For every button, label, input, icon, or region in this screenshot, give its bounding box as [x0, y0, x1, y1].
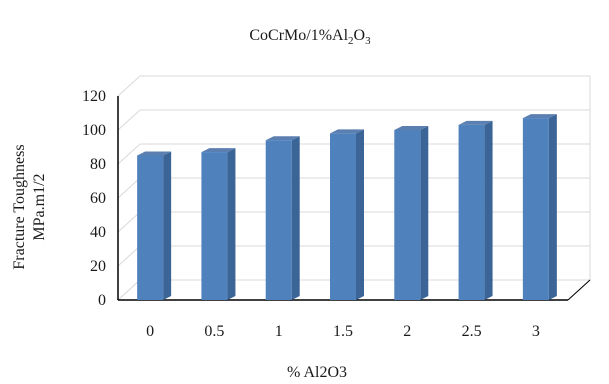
chart-title: CoCrMo/1%Al2O3	[249, 27, 371, 47]
gridline-side	[117, 75, 141, 97]
bar	[522, 114, 557, 300]
x-tick-label: 2	[403, 323, 411, 340]
y-tick-label: 120	[82, 88, 106, 105]
x-tick-label: 1	[275, 323, 283, 340]
bar-front	[522, 118, 549, 300]
x-tick-labels: 0 0.5 1 1.5 2 2.5 3	[146, 323, 540, 340]
bar-top	[522, 114, 557, 119]
x-tick-label: 0.5	[204, 323, 224, 340]
bar-side	[356, 129, 364, 300]
bar-front	[394, 130, 421, 300]
x-tick-label: 2.5	[462, 323, 482, 340]
bar	[137, 151, 172, 300]
gridline-side	[117, 177, 141, 199]
chart-title-mid: O	[354, 27, 366, 44]
bar-top	[394, 126, 429, 130]
bar	[201, 148, 236, 300]
bar-side	[163, 151, 172, 300]
y-tick-label: 40	[90, 224, 106, 241]
bar-side	[420, 126, 429, 300]
bar-top	[330, 129, 364, 134]
bar-front	[265, 140, 292, 300]
bar-front	[137, 155, 164, 300]
bar	[330, 129, 364, 300]
x-tick-label: 3	[532, 323, 540, 340]
chart-title-main: CoCrMo/1%Al	[249, 27, 348, 44]
y-tick-label: 80	[90, 156, 106, 173]
chart-title-sub1: 2	[348, 35, 354, 47]
gridline-side	[117, 109, 141, 131]
bar-top	[265, 136, 300, 141]
x-axis-depth-line	[567, 279, 591, 301]
bar	[458, 120, 493, 301]
bar-side	[548, 114, 557, 300]
bar-top	[458, 120, 493, 125]
bar-front	[330, 133, 356, 300]
gridline-side	[117, 211, 141, 233]
y-axis-title-line-1: Fracture Toughness	[11, 144, 28, 269]
y-tick-label: 60	[90, 190, 106, 207]
y-tick-label: 20	[90, 258, 106, 275]
x-tick-label: 1.5	[333, 323, 353, 340]
bar-top	[137, 151, 172, 156]
bar-side	[227, 148, 236, 300]
bar-side	[291, 136, 300, 300]
bars	[137, 114, 557, 301]
bar-side	[484, 120, 493, 301]
bar-front	[458, 124, 485, 301]
y-axis-title-line-2: MPa.m1/2	[31, 173, 48, 240]
bar	[265, 136, 300, 300]
x-axis-title: % Al2O3	[287, 364, 347, 379]
x-tick-label: 0	[146, 323, 154, 340]
y-tick-label: 100	[82, 122, 106, 139]
bar-top	[201, 148, 236, 153]
gridline-side	[117, 143, 141, 165]
chart-title-sub2: 3	[365, 35, 371, 47]
gridline-side	[117, 245, 141, 267]
bar-front	[201, 152, 228, 300]
y-tick-labels: 0 20 40 60 80 100 120	[82, 88, 106, 309]
bar	[394, 126, 429, 300]
y-tick-label: 0	[98, 292, 106, 309]
